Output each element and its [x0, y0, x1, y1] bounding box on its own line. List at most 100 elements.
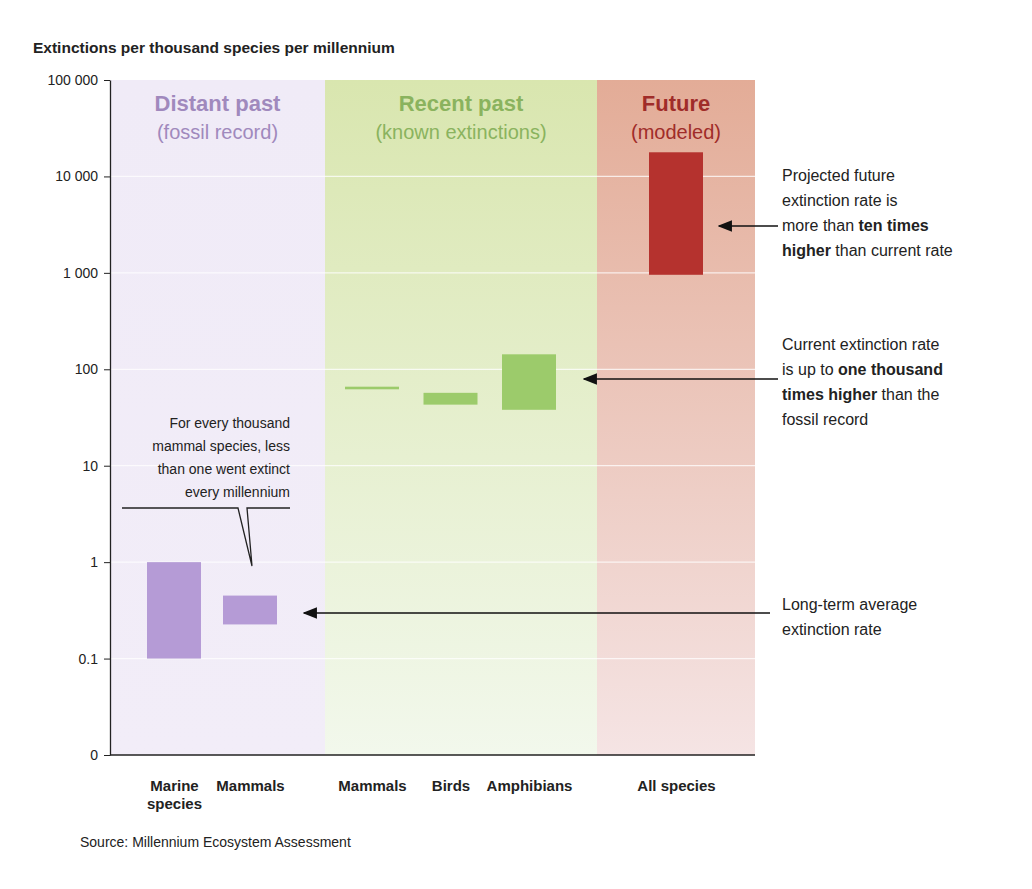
grid-line	[110, 369, 755, 370]
panel-subtitle: (known extinctions)	[375, 121, 546, 143]
range-bar	[502, 354, 556, 409]
x-tick-label: Mammals	[338, 777, 406, 794]
y-tick-label: 10	[82, 458, 98, 474]
annotation-line: Projected future	[782, 167, 895, 184]
annotation-text: For every thousand	[169, 415, 290, 431]
y-tick-label: 100 000	[47, 72, 98, 88]
x-tick-label: Birds	[432, 777, 470, 794]
annotation-text: Long-term average	[782, 596, 917, 613]
y-tick: 100	[75, 361, 110, 377]
y-tick: 10	[82, 458, 110, 474]
y-tick-mark	[104, 562, 110, 563]
x-tick: All species	[637, 777, 715, 794]
y-tick: 10 000	[55, 168, 110, 184]
annotation-line: For every thousand	[169, 415, 290, 431]
panel-title: Distant past	[155, 91, 282, 116]
x-axis: Mammals Birds Amphibians	[338, 777, 572, 794]
annotation-text: than one went extinct	[158, 461, 290, 477]
annotation-text: than current rate	[831, 242, 953, 259]
x-tick-label: All species	[637, 777, 715, 794]
y-tick-mark	[104, 176, 110, 177]
y-tick-label: 1 000	[63, 265, 98, 281]
panel-subtitle: (modeled)	[631, 121, 721, 143]
annotation-text: one thousand	[838, 361, 943, 378]
annotation-line: higher than current rate	[782, 242, 953, 259]
x-tick-label: Amphibians	[487, 777, 573, 794]
annotation-text: every millennium	[185, 484, 290, 500]
panel-background	[110, 80, 325, 755]
callout-pointer	[122, 508, 290, 566]
x-axis: Marinespecies Mammals	[147, 777, 285, 813]
annotation-arrow	[304, 612, 770, 614]
annotation-line: extinction rate	[782, 621, 882, 638]
annotation-text: extinction rate	[782, 621, 882, 638]
annotation-text: than the	[877, 386, 939, 403]
panel-background	[325, 80, 597, 755]
range-bar	[223, 596, 277, 625]
panels	[110, 80, 755, 755]
annotation: Projected future extinction rate is more t…	[719, 167, 953, 259]
x-axis-line	[110, 754, 755, 755]
range-bar	[147, 562, 201, 658]
panel-title: Future	[642, 91, 710, 116]
x-tick-label-line: species	[147, 795, 202, 812]
panel-title: Recent past	[399, 91, 524, 116]
x-tick-label: Marinespecies	[147, 777, 202, 813]
y-tick: 1 000	[63, 265, 110, 281]
annotation: Long-term average extinction rate	[304, 596, 917, 638]
y-tick-mark	[104, 466, 110, 467]
y-tick-mark	[104, 369, 110, 370]
annotation-text: Current extinction rate	[782, 336, 940, 353]
chart-title: Extinctions per thousand species per mil…	[33, 39, 395, 56]
annotation-text: ten times	[858, 217, 928, 234]
annotation-text: times higher	[782, 386, 877, 403]
annotation-line: than one went extinct	[158, 461, 290, 477]
annotation-text: more than	[782, 217, 858, 234]
y-tick-label: 100	[75, 361, 99, 377]
grid-line	[110, 562, 755, 563]
annotation-line: extinction rate is	[782, 192, 898, 209]
y-tick-label: 10 000	[55, 168, 98, 184]
annotation-text: higher	[782, 242, 831, 259]
chart: Distant past (fossil record) Recent past (k…	[0, 0, 1032, 889]
y-tick: 1	[90, 554, 110, 570]
y-tick-label: 0.1	[79, 651, 99, 667]
x-axis: All species	[637, 777, 715, 794]
range-bar	[649, 152, 703, 275]
y-tick-mark	[104, 755, 110, 756]
x-tick: Birds	[432, 777, 470, 794]
annotation: Current extinction rate is up to one thou…	[584, 336, 943, 428]
y-tick: 0	[90, 747, 110, 763]
annotation-text: fossil record	[782, 411, 868, 428]
x-tick: Mammals	[338, 777, 406, 794]
annotation-line: more than ten times	[782, 217, 929, 234]
x-tick-label: Mammals	[216, 777, 284, 794]
annotation-arrow	[719, 225, 778, 227]
y-tick-mark	[104, 273, 110, 274]
source-note: Source: Millennium Ecosystem Assessment	[80, 834, 351, 850]
annotation: For every thousand mammal species, less th…	[122, 415, 290, 566]
y-tick-label: 1	[90, 554, 98, 570]
annotation-line: Current extinction rate	[782, 336, 940, 353]
annotation-line: times higher than the	[782, 386, 940, 403]
y-tick: 0.1	[79, 651, 110, 667]
range-bar	[424, 393, 478, 405]
y-tick-label: 0	[90, 747, 98, 763]
panel-background	[597, 80, 755, 755]
annotation-text: Projected future	[782, 167, 895, 184]
annotation-line: Long-term average	[782, 596, 917, 613]
range-bar	[345, 387, 399, 390]
x-tick: Mammals	[216, 777, 284, 794]
x-tick: Marinespecies	[147, 777, 202, 813]
annotation-text: is up to	[782, 361, 838, 378]
annotation-line: every millennium	[185, 484, 290, 500]
x-tick: Amphibians	[487, 777, 573, 794]
bars	[147, 152, 703, 658]
panel-subtitle: (fossil record)	[157, 121, 278, 143]
annotations: For every thousand mammal species, less th…	[122, 167, 953, 638]
y-axis-line	[110, 81, 111, 756]
annotation-line: mammal species, less	[152, 438, 290, 454]
y-axis: 0 0.1 1 10 100 1 000 10 000 100 000	[47, 72, 110, 763]
annotation-line: is up to one thousand	[782, 361, 943, 378]
y-tick-mark	[104, 80, 110, 81]
